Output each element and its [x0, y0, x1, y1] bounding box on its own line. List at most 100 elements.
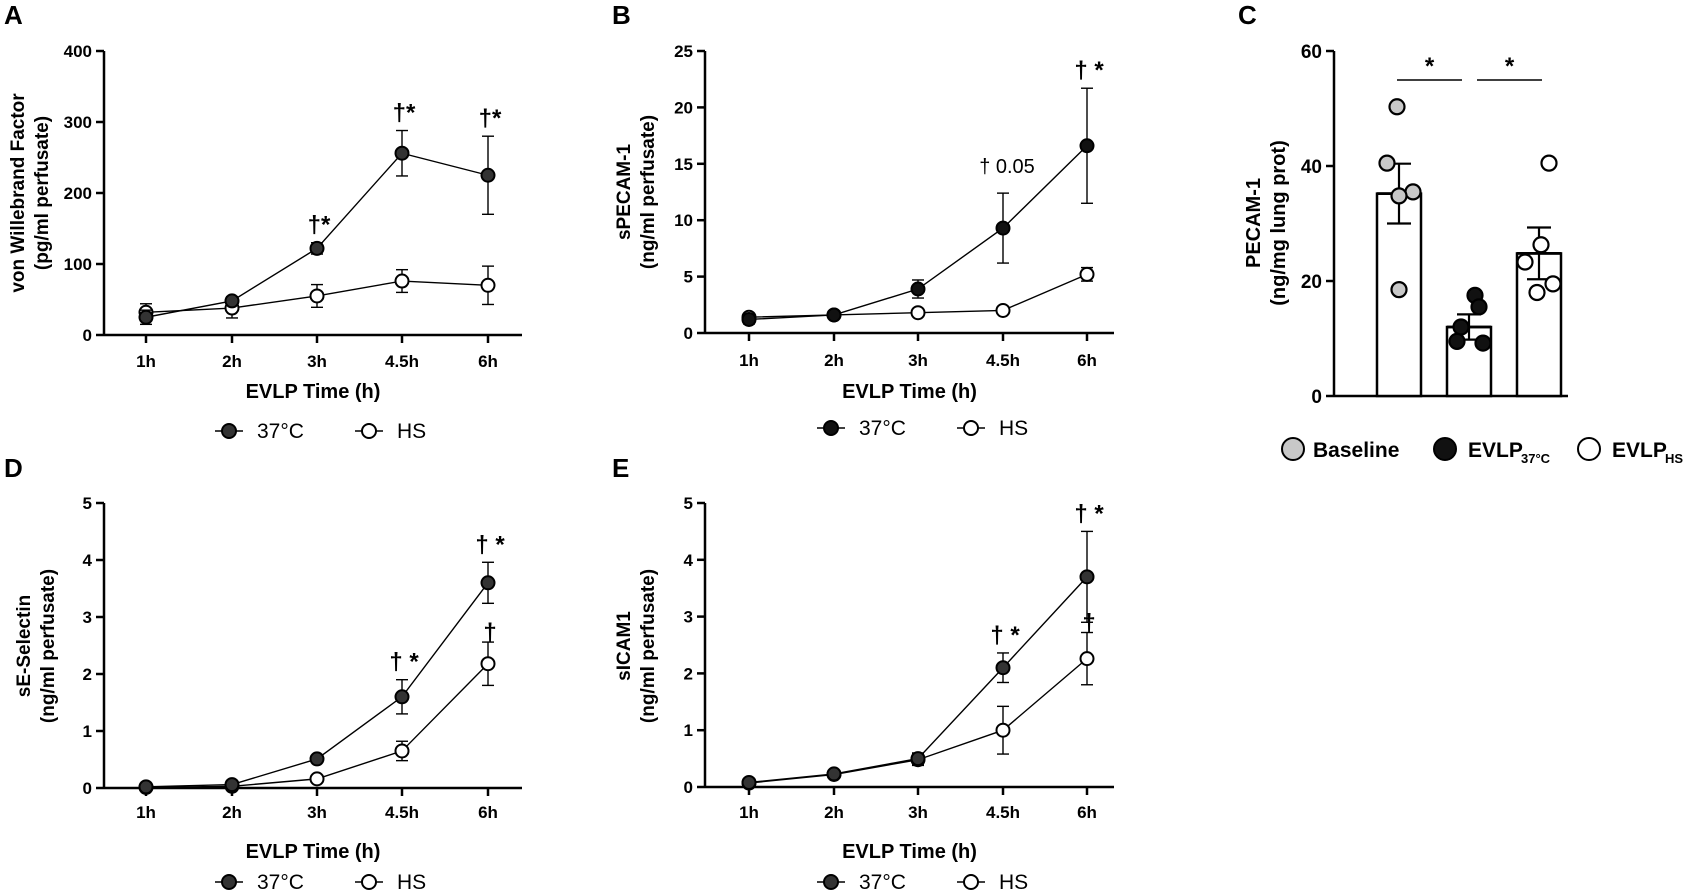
legend-marker-hs-e — [963, 874, 979, 890]
legend-marker-baseline — [1281, 437, 1305, 461]
data-point-37c-d — [394, 689, 410, 705]
dot-evlphs — [1540, 154, 1558, 172]
y-tick-label-d: 1 — [83, 722, 92, 741]
y-axis-label-e: sICAM1 — [614, 611, 635, 681]
panel-letter-b: B — [612, 0, 631, 30]
x-tick-label-e: 6h — [1077, 803, 1097, 822]
y-tick-label-e: 1 — [684, 721, 693, 740]
y-tick-label-a: 200 — [64, 184, 92, 203]
significance-mark-c: * — [1425, 53, 1435, 80]
legend-marker-37c-d — [221, 874, 237, 890]
x-tick-label-d: 1h — [136, 803, 156, 822]
panel-letter-d: D — [4, 453, 23, 483]
y-tick-label-b: 20 — [674, 98, 693, 117]
y-tick-label-a: 400 — [64, 42, 92, 61]
data-point-37c-a — [394, 145, 410, 161]
data-point-hs-b — [995, 302, 1011, 318]
data-point-37c-d — [138, 779, 154, 795]
y-tick-label-d: 2 — [83, 665, 92, 684]
annotation-a: †* — [308, 212, 331, 239]
legend-label-37c-d: 37°C — [257, 871, 304, 891]
y-axis-label-a: von Willebrand Factor — [8, 93, 29, 293]
panel-letter-a: A — [4, 0, 23, 30]
dot-evlp37 — [1474, 334, 1492, 352]
panel-letter-c: C — [1238, 0, 1257, 30]
annotation-b: † * — [1074, 57, 1104, 84]
y-tick-label-d: 5 — [83, 494, 92, 513]
data-point-hs-d — [394, 743, 410, 759]
annotation-a: †* — [479, 105, 502, 132]
data-point-37c-e — [1079, 569, 1095, 585]
legend-label-hs-a: HS — [397, 420, 426, 443]
legend-marker-37c-a — [221, 423, 237, 439]
data-point-hs-a — [480, 277, 496, 293]
data-point-37c-b — [995, 220, 1011, 236]
data-point-hs-e — [995, 722, 1011, 738]
legend-marker-hs-d — [361, 874, 377, 890]
y-tick-label-a: 100 — [64, 255, 92, 274]
x-tick-label-a: 6h — [478, 352, 498, 371]
chart-d-se-selectin: 0 1 2 3 4 5 1h 2h 3h 4.5h 6h EVLP Time (h) sE-Select… — [14, 494, 522, 891]
y-tick-label-b: 15 — [674, 155, 693, 174]
x-axis-label-a: EVLP Time (h) — [246, 381, 381, 403]
dot-baseline — [1404, 183, 1422, 201]
chart-a-von-willebrand: 0 100 200 300 400 1h 2h 3h 4.5h 6h EVLP Time (h) vo… — [8, 42, 522, 443]
y-axis-label-a: (pg/ml perfusate) — [32, 116, 53, 270]
x-tick-label-e: 4.5h — [986, 803, 1020, 822]
data-point-37c-e — [826, 766, 842, 782]
y-axis-label-d: (ng/ml perfusate) — [38, 569, 59, 723]
legend-label-hs-d: HS — [397, 871, 426, 891]
y-tick-label-a: 0 — [83, 326, 92, 345]
y-tick-label-c: 40 — [1301, 157, 1322, 178]
legend-label-evlphs: EVLP — [1612, 439, 1667, 462]
dot-baseline — [1390, 281, 1408, 299]
y-axis-label-c: PECAM-1 — [1243, 178, 1265, 268]
annotation-e: † * — [1074, 500, 1104, 527]
y-tick-label-a: 300 — [64, 113, 92, 132]
dot-evlphs — [1528, 283, 1546, 302]
data-point-hs-a — [394, 273, 410, 289]
x-tick-label-d: 3h — [307, 803, 327, 822]
significance-mark-c: * — [1505, 53, 1515, 80]
dot-baseline — [1390, 187, 1408, 205]
data-point-hs-d — [480, 656, 496, 672]
data-point-37c-d — [480, 575, 496, 591]
panel-letter-e: E — [612, 453, 629, 483]
annotation-d: † * — [389, 649, 419, 676]
legend-marker-hs-b — [963, 420, 979, 436]
legend-marker-hs-a — [361, 423, 377, 439]
x-tick-label-d: 6h — [478, 803, 498, 822]
dot-evlphs — [1516, 253, 1534, 271]
data-point-37c-b — [741, 311, 757, 327]
annotation-a: †* — [393, 100, 416, 127]
dot-baseline — [1378, 154, 1396, 172]
x-tick-label-a: 4.5h — [385, 352, 419, 371]
legend-label-37c-a: 37°C — [257, 420, 304, 443]
y-tick-label-b: 5 — [684, 268, 693, 287]
y-tick-label-c: 60 — [1301, 42, 1322, 63]
legend-label-37c-b: 37°C — [859, 417, 906, 440]
data-point-37c-e — [910, 751, 926, 767]
dot-evlphs — [1532, 236, 1550, 254]
annotation-b: † 0.05 — [979, 156, 1035, 178]
y-axis-label-e: (ng/ml perfusate) — [638, 569, 659, 723]
x-axis-label-e: EVLP Time (h) — [842, 841, 977, 863]
y-tick-label-c: 20 — [1301, 272, 1322, 293]
legend-marker-37c-b — [823, 420, 839, 436]
data-point-37c-d — [309, 751, 325, 767]
x-tick-label-e: 2h — [824, 803, 844, 822]
x-tick-label-e: 1h — [739, 803, 759, 822]
legend-label-evlp37: EVLP — [1468, 439, 1523, 462]
data-point-37c-a — [309, 240, 325, 256]
legend-marker-evlp37 — [1433, 437, 1457, 461]
annotation-d: † * — [475, 531, 505, 558]
y-tick-label-d: 3 — [83, 608, 92, 627]
data-point-hs-b — [910, 305, 926, 321]
x-tick-label-b: 6h — [1077, 351, 1097, 370]
chart-b-specam1: 0 5 10 15 20 25 1h 2h 3h 4.5h 6h EVLP Time (h) sPECA… — [614, 42, 1114, 440]
legend-marker-evlphs — [1577, 437, 1601, 461]
dot-baseline — [1388, 98, 1406, 116]
legend-label-baseline: Baseline — [1313, 439, 1399, 462]
x-tick-label-d: 2h — [222, 803, 242, 822]
